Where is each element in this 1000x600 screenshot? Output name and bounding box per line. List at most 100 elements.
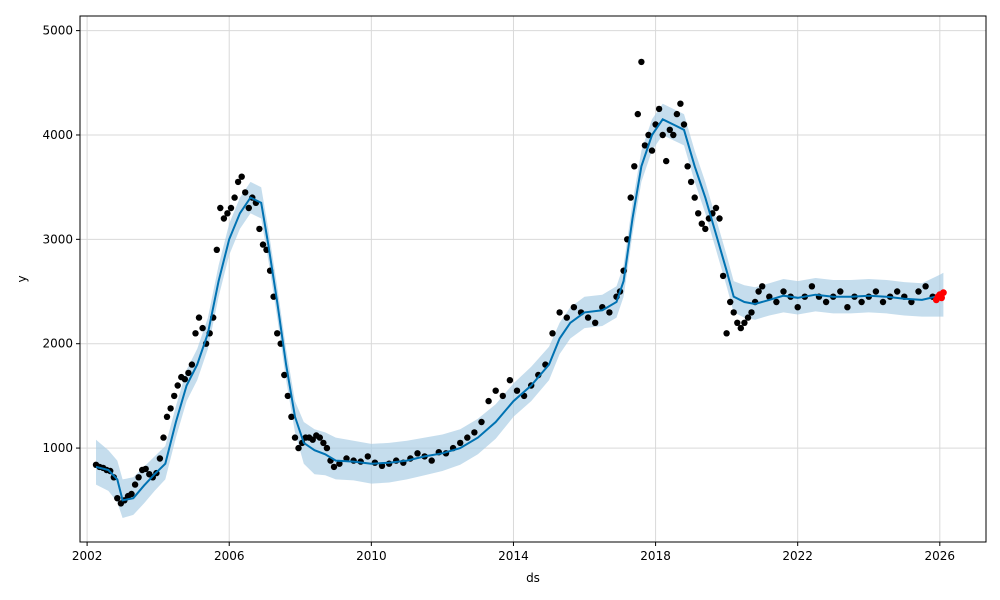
observed-point <box>695 210 702 217</box>
observed-point <box>670 131 677 139</box>
observed-point <box>171 392 178 400</box>
observed-point <box>330 463 338 471</box>
observed-point <box>160 434 167 441</box>
observed-point <box>220 215 228 222</box>
observed-point <box>291 434 299 441</box>
observed-point <box>238 173 245 180</box>
y-tick-label: 2000 <box>42 337 73 351</box>
y-tick-label: 3000 <box>42 232 73 246</box>
observed-point <box>837 288 844 295</box>
observed-point <box>663 157 670 165</box>
y-tick-label: 1000 <box>42 441 73 455</box>
observed-point <box>485 397 492 405</box>
observed-point <box>245 204 252 212</box>
observed-point <box>492 387 499 394</box>
uncertainty-band <box>96 103 944 518</box>
observed-point <box>364 453 371 460</box>
recent-points <box>932 289 947 304</box>
observed-point <box>231 194 238 201</box>
observed-point <box>142 465 149 473</box>
observed-point <box>563 314 570 321</box>
observed-point <box>549 330 556 337</box>
recent-point <box>938 294 945 302</box>
x-tick-label: 2014 <box>498 549 529 563</box>
observed-point <box>766 293 773 300</box>
observed-point <box>174 382 181 389</box>
observed-point <box>506 377 514 384</box>
observed-point <box>744 314 752 321</box>
observed-point <box>234 178 242 186</box>
observed-points <box>92 58 936 507</box>
observed-point <box>556 309 563 316</box>
observed-point <box>499 392 506 400</box>
observed-point <box>879 298 887 306</box>
observed-point <box>464 434 471 441</box>
observed-point <box>242 189 249 196</box>
observed-point <box>680 121 688 128</box>
y-tick-label: 4000 <box>42 128 73 142</box>
observed-point <box>673 110 681 118</box>
observed-point <box>748 309 755 316</box>
observed-point <box>655 105 663 113</box>
observed-point <box>281 371 288 379</box>
observed-point <box>659 131 666 139</box>
observed-point <box>716 215 723 222</box>
observed-point <box>185 369 192 377</box>
x-axis-label: ds <box>526 571 540 585</box>
observed-point <box>606 309 613 316</box>
observed-point <box>131 481 139 488</box>
observed-point <box>195 314 203 321</box>
observed-point <box>336 460 343 467</box>
observed-point <box>641 142 649 149</box>
observed-point <box>727 298 734 306</box>
observed-point <box>227 204 235 212</box>
observed-point <box>922 283 929 290</box>
y-tick-label: 5000 <box>42 24 73 38</box>
observed-point <box>378 462 386 469</box>
observed-point <box>894 288 901 295</box>
observed-point <box>188 361 196 368</box>
observed-point <box>858 298 865 306</box>
observed-point <box>284 392 291 400</box>
observed-point <box>167 405 174 412</box>
observed-point <box>320 439 327 447</box>
observed-point <box>638 58 645 66</box>
observed-point <box>128 490 135 498</box>
observed-point <box>343 455 350 462</box>
observed-point <box>181 376 188 383</box>
observed-point <box>631 163 638 170</box>
observed-point <box>457 439 464 447</box>
observed-point <box>808 283 816 290</box>
observed-point <box>627 194 634 201</box>
observed-point <box>592 319 599 326</box>
observed-point <box>274 330 281 337</box>
observed-point <box>645 131 652 139</box>
observed-point <box>163 413 171 420</box>
observed-point <box>259 241 267 248</box>
observed-point <box>584 314 592 321</box>
y-axis-ticks: 1000 2000 3000 4000 5000 <box>42 24 80 455</box>
y-axis-label: y <box>15 275 29 282</box>
observed-point <box>698 220 705 227</box>
x-tick-label: 2010 <box>356 549 387 563</box>
observed-point <box>428 457 435 464</box>
observed-point <box>734 319 741 326</box>
observed-point <box>471 429 478 436</box>
x-axis-ticks: 2002 2006 2010 2014 2018 2022 2026 <box>72 542 955 563</box>
observed-point <box>780 288 787 295</box>
observed-point <box>295 444 302 452</box>
x-tick-label: 2026 <box>925 549 956 563</box>
observed-point <box>316 434 323 441</box>
observed-point <box>908 298 915 306</box>
observed-point <box>794 304 801 311</box>
observed-point <box>755 288 762 295</box>
observed-point <box>648 147 656 154</box>
observed-point <box>844 304 851 311</box>
observed-point <box>634 110 641 118</box>
observed-point <box>915 288 922 295</box>
observed-point <box>114 495 121 502</box>
observed-point <box>217 204 224 212</box>
observed-point <box>677 100 684 107</box>
x-tick-label: 2018 <box>640 549 671 563</box>
